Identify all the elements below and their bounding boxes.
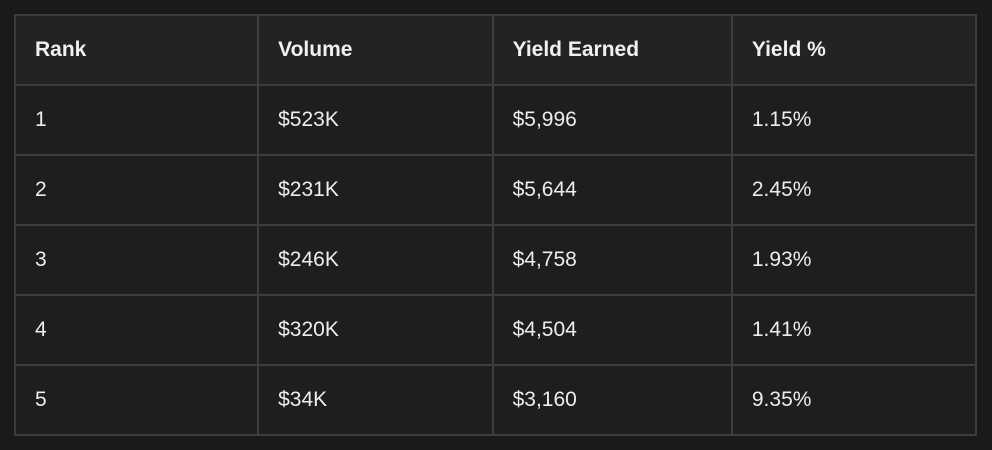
cell-yield-percent: 2.45% — [730, 154, 978, 226]
column-header-yield-earned: Yield Earned — [491, 14, 733, 86]
cell-rank: 2 — [13, 154, 260, 226]
column-header-volume: Volume — [257, 14, 494, 86]
cell-yield-earned: $5,644 — [491, 154, 733, 226]
table-row: 3 $246K $4,758 1.93% — [13, 224, 978, 296]
cell-rank: 4 — [13, 294, 260, 366]
column-header-yield-percent: Yield % — [730, 14, 978, 86]
cell-yield-percent: 9.35% — [730, 364, 978, 436]
cell-yield-earned: $5,996 — [491, 84, 733, 156]
table-header-row: Rank Volume Yield Earned Yield % — [13, 14, 978, 86]
cell-yield-earned: $4,758 — [491, 224, 733, 296]
cell-rank: 3 — [13, 224, 260, 296]
cell-volume: $246K — [257, 224, 494, 296]
cell-volume: $231K — [257, 154, 494, 226]
yield-table: Rank Volume Yield Earned Yield % 1 $523K… — [13, 14, 978, 436]
cell-volume: $320K — [257, 294, 494, 366]
table-row: 4 $320K $4,504 1.41% — [13, 294, 978, 366]
cell-yield-percent: 1.93% — [730, 224, 978, 296]
cell-rank: 5 — [13, 364, 260, 436]
cell-volume: $34K — [257, 364, 494, 436]
cell-rank: 1 — [13, 84, 260, 156]
table-row: 5 $34K $3,160 9.35% — [13, 364, 978, 436]
cell-yield-earned: $3,160 — [491, 364, 733, 436]
table-row: 2 $231K $5,644 2.45% — [13, 154, 978, 226]
table-row: 1 $523K $5,996 1.15% — [13, 84, 978, 156]
cell-volume: $523K — [257, 84, 494, 156]
cell-yield-percent: 1.41% — [730, 294, 978, 366]
cell-yield-earned: $4,504 — [491, 294, 733, 366]
cell-yield-percent: 1.15% — [730, 84, 978, 156]
yield-table-container: Rank Volume Yield Earned Yield % 1 $523K… — [13, 14, 978, 436]
column-header-rank: Rank — [13, 14, 260, 86]
